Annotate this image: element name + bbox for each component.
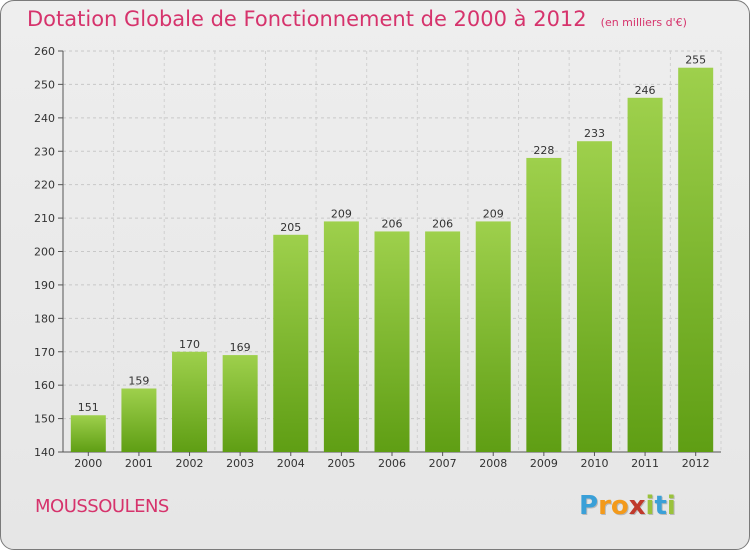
y-tick-label: 240 — [34, 112, 55, 125]
chart-subtitle: (en milliers d'€) — [600, 16, 687, 29]
proxiti-logo: Proxiti — [579, 491, 676, 521]
y-tick-label: 200 — [34, 246, 55, 259]
bar — [374, 231, 410, 452]
bar — [576, 141, 612, 452]
bars — [70, 67, 714, 453]
labels: 140 150 160 170 180 190 200 210 220 230 240 250 260 1… — [34, 45, 710, 470]
data-label: 209 — [483, 207, 504, 220]
bar — [678, 67, 714, 452]
x-tick-label: 2001 — [125, 457, 153, 470]
bar — [172, 351, 208, 452]
bar — [475, 221, 511, 452]
x-tick-label: 2011 — [631, 457, 659, 470]
data-label: 205 — [280, 221, 301, 234]
data-label: 246 — [635, 84, 656, 97]
x-tick-label: 2010 — [580, 457, 608, 470]
x-tick-label: 2006 — [378, 457, 406, 470]
data-label: 169 — [230, 341, 251, 354]
data-label: 170 — [179, 338, 200, 351]
y-tick-label: 160 — [34, 379, 55, 392]
logo-letter: i — [666, 491, 676, 521]
chart-title-text: Dotation Globale de Fonctionnement de 20… — [27, 7, 587, 31]
bar — [425, 231, 461, 452]
data-label: 159 — [128, 375, 149, 388]
x-tick-label: 2008 — [479, 457, 507, 470]
data-label: 233 — [584, 127, 605, 140]
x-tick-label: 2002 — [176, 457, 204, 470]
bar — [323, 221, 359, 452]
data-label: 206 — [382, 217, 403, 230]
y-tick-label: 230 — [34, 145, 55, 158]
data-label: 151 — [78, 401, 99, 414]
x-tick-label: 2007 — [429, 457, 457, 470]
y-tick-label: 190 — [34, 279, 55, 292]
bar — [70, 415, 106, 452]
data-label: 206 — [432, 217, 453, 230]
x-tick-label: 2004 — [277, 457, 305, 470]
chart-title: Dotation Globale de Fonctionnement de 20… — [27, 7, 687, 31]
x-tick-label: 2005 — [327, 457, 355, 470]
bar — [273, 234, 309, 452]
logo-letter: o — [610, 491, 629, 521]
y-tick-label: 150 — [34, 413, 55, 426]
y-tick-label: 170 — [34, 346, 55, 359]
x-tick-label: 2000 — [74, 457, 102, 470]
logo-letter: r — [598, 491, 611, 521]
commune-name: MOUSSOULENS — [35, 496, 169, 517]
bar — [222, 355, 258, 452]
y-tick-label: 250 — [34, 78, 55, 91]
logo-letter: t — [654, 491, 667, 521]
y-tick-label: 140 — [34, 446, 55, 459]
y-tick-label: 180 — [34, 312, 55, 325]
x-tick-label: 2012 — [682, 457, 710, 470]
logo-letter: x — [628, 491, 646, 521]
y-tick-label: 220 — [34, 179, 55, 192]
logo-letter: i — [645, 491, 655, 521]
y-tick-label: 260 — [34, 45, 55, 58]
y-tick-label: 210 — [34, 212, 55, 225]
bar — [121, 388, 157, 452]
data-label: 255 — [685, 54, 706, 67]
logo-letter: P — [579, 491, 599, 521]
data-label: 209 — [331, 207, 352, 220]
data-label: 228 — [533, 144, 554, 157]
bar — [627, 97, 663, 453]
bar — [526, 157, 562, 452]
x-tick-label: 2003 — [226, 457, 254, 470]
x-tick-label: 2009 — [530, 457, 558, 470]
